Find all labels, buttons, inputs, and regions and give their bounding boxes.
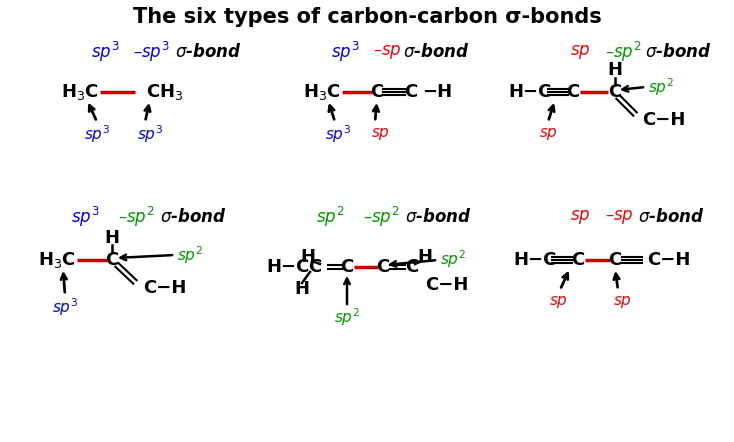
Text: $sp^2$: $sp^2$	[177, 244, 203, 266]
Text: $sp$: $sp$	[613, 294, 631, 310]
Text: −H: −H	[422, 83, 452, 101]
Text: $sp$: $sp$	[539, 126, 557, 142]
Text: C: C	[371, 83, 384, 101]
Text: $–sp^2$: $–sp^2$	[363, 205, 399, 229]
Text: $sp^3$: $sp^3$	[137, 123, 163, 145]
Text: $–sp^2$: $–sp^2$	[605, 40, 642, 64]
Text: $sp^3$: $sp^3$	[84, 123, 110, 145]
Text: $–sp$: $–sp$	[373, 43, 401, 61]
Text: H: H	[300, 248, 316, 266]
Text: $sp$: $sp$	[371, 126, 390, 142]
Text: H$_3$C: H$_3$C	[38, 250, 76, 270]
Text: $sp^2$: $sp^2$	[316, 205, 344, 229]
Text: $sp^3$: $sp^3$	[91, 40, 119, 64]
Text: C: C	[405, 258, 418, 276]
Text: CH$_3$: CH$_3$	[146, 82, 184, 102]
Text: H−C: H−C	[266, 258, 310, 276]
Text: C: C	[341, 258, 354, 276]
Text: $\sigma$-bond: $\sigma$-bond	[160, 208, 227, 226]
Text: $–sp^2$: $–sp^2$	[118, 205, 155, 229]
Text: C: C	[608, 251, 622, 269]
Text: H−C: H−C	[509, 83, 552, 101]
Text: H−C: H−C	[513, 251, 556, 269]
Text: C: C	[608, 83, 622, 101]
Text: C−H: C−H	[143, 279, 186, 297]
Text: $sp^2$: $sp^2$	[334, 306, 360, 328]
Text: $sp^3$: $sp^3$	[52, 296, 78, 318]
Text: $\sigma$-bond: $\sigma$-bond	[403, 43, 470, 61]
Text: $sp^3$: $sp^3$	[325, 123, 351, 145]
Text: $\sigma$-bond: $\sigma$-bond	[405, 208, 472, 226]
Text: $sp^3$: $sp^3$	[70, 205, 99, 229]
Text: C: C	[308, 258, 321, 276]
Text: C: C	[567, 83, 580, 101]
Text: $sp^2$: $sp^2$	[440, 248, 466, 270]
Text: H$_3$C: H$_3$C	[303, 82, 341, 102]
Text: C−H: C−H	[642, 111, 686, 129]
Text: H: H	[418, 248, 432, 266]
Text: $\sigma$-bond: $\sigma$-bond	[638, 208, 705, 226]
Text: H: H	[294, 280, 310, 298]
Text: C: C	[377, 258, 390, 276]
Text: $sp^3$: $sp^3$	[331, 40, 359, 64]
Text: $sp^2$: $sp^2$	[648, 76, 674, 98]
Text: H$_3$C: H$_3$C	[61, 82, 99, 102]
Text: $\sigma$-bond: $\sigma$-bond	[645, 43, 712, 61]
Text: C: C	[106, 251, 119, 269]
Text: C−H: C−H	[647, 251, 691, 269]
Text: The six types of carbon-carbon σ-bonds: The six types of carbon-carbon σ-bonds	[133, 7, 601, 27]
Text: H: H	[104, 229, 120, 247]
Text: $sp$: $sp$	[548, 294, 567, 310]
Text: $sp$: $sp$	[570, 43, 590, 61]
Text: $–sp$: $–sp$	[605, 208, 633, 226]
Text: $sp$: $sp$	[570, 208, 590, 226]
Text: $–sp^3$: $–sp^3$	[133, 40, 170, 64]
Text: C: C	[404, 83, 418, 101]
Text: C: C	[571, 251, 584, 269]
Text: C−H: C−H	[425, 276, 468, 294]
Text: H: H	[608, 61, 622, 79]
Text: $\sigma$-bond: $\sigma$-bond	[175, 43, 241, 61]
